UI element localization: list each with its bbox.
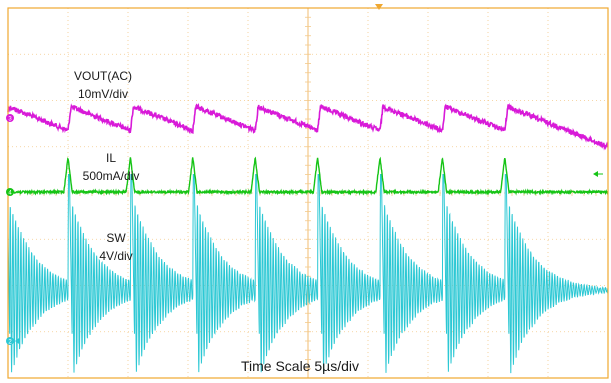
trace-il xyxy=(7,156,609,196)
label-il-scale: 500mA/div xyxy=(83,169,140,183)
trace-vout xyxy=(7,102,609,151)
label-vout-name: VOUT(AC) xyxy=(74,69,132,83)
label-vout-scale: 10mV/div xyxy=(78,87,128,101)
trace-sw xyxy=(7,174,609,374)
trigger-level-marker xyxy=(593,171,603,177)
label-time-scale: Time Scale 5µs/div xyxy=(241,358,359,374)
svg-text:4: 4 xyxy=(8,191,12,197)
label-sw-name: SW xyxy=(106,231,126,245)
svg-text:2: 2 xyxy=(8,340,12,346)
channel-marker-il: 4 xyxy=(6,188,14,197)
trigger-position-marker xyxy=(375,4,383,10)
label-il-name: IL xyxy=(106,151,116,165)
channel-marker-sw: 2 xyxy=(6,337,19,346)
traces xyxy=(7,102,609,374)
label-sw-scale: 4V/div xyxy=(99,249,132,263)
svg-text:3: 3 xyxy=(8,117,12,123)
channel-marker-vout: 3 xyxy=(6,114,14,123)
